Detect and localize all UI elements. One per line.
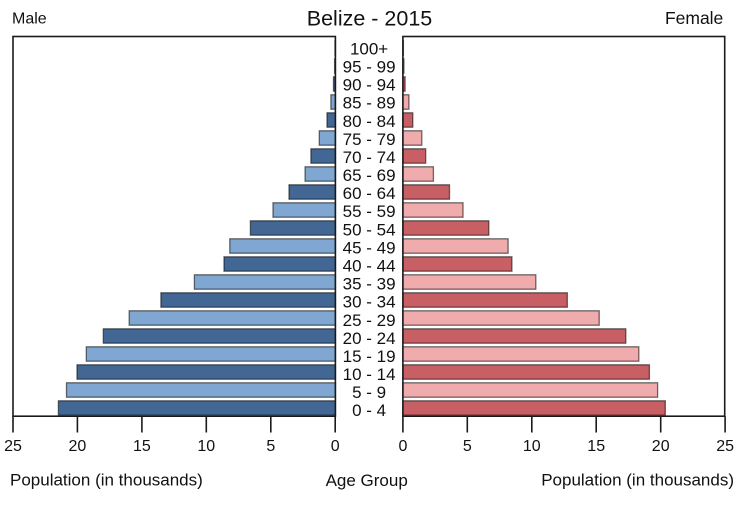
svg-text:30 - 34: 30 - 34 bbox=[343, 293, 396, 312]
svg-text:0 - 4: 0 - 4 bbox=[352, 401, 386, 420]
svg-text:10: 10 bbox=[197, 438, 215, 455]
svg-text:15: 15 bbox=[133, 438, 151, 455]
svg-text:20 - 24: 20 - 24 bbox=[343, 329, 396, 348]
svg-text:25 - 29: 25 - 29 bbox=[343, 311, 396, 330]
svg-text:5 - 9: 5 - 9 bbox=[352, 383, 386, 402]
svg-text:Female: Female bbox=[665, 8, 723, 28]
svg-text:75 - 79: 75 - 79 bbox=[343, 130, 396, 149]
svg-text:85 - 89: 85 - 89 bbox=[343, 94, 396, 113]
svg-text:35 - 39: 35 - 39 bbox=[343, 275, 396, 294]
svg-text:80 - 84: 80 - 84 bbox=[343, 112, 396, 131]
svg-text:25: 25 bbox=[4, 438, 22, 455]
svg-text:5: 5 bbox=[266, 438, 275, 455]
svg-text:55 - 59: 55 - 59 bbox=[343, 202, 396, 221]
svg-text:10 - 14: 10 - 14 bbox=[343, 365, 396, 384]
svg-text:15 - 19: 15 - 19 bbox=[343, 347, 396, 366]
svg-text:5: 5 bbox=[463, 438, 472, 455]
svg-text:Population (in thousands): Population (in thousands) bbox=[10, 471, 203, 490]
svg-text:65 - 69: 65 - 69 bbox=[343, 166, 396, 185]
svg-text:0: 0 bbox=[398, 438, 407, 455]
svg-text:60 - 64: 60 - 64 bbox=[343, 184, 396, 203]
svg-text:Population (in thousands): Population (in thousands) bbox=[541, 471, 734, 490]
svg-text:Male: Male bbox=[12, 11, 47, 28]
svg-text:20: 20 bbox=[652, 438, 670, 455]
svg-text:95 - 99: 95 - 99 bbox=[343, 58, 396, 77]
svg-text:40 - 44: 40 - 44 bbox=[343, 257, 396, 276]
svg-text:20: 20 bbox=[69, 438, 87, 455]
svg-text:15: 15 bbox=[587, 438, 605, 455]
svg-text:Belize - 2015: Belize - 2015 bbox=[307, 7, 433, 31]
svg-text:70 - 74: 70 - 74 bbox=[343, 148, 396, 167]
svg-text:25: 25 bbox=[716, 438, 734, 455]
svg-text:100+: 100+ bbox=[350, 39, 388, 58]
svg-text:0: 0 bbox=[331, 438, 340, 455]
svg-text:45 - 49: 45 - 49 bbox=[343, 238, 396, 257]
svg-text:10: 10 bbox=[523, 438, 541, 455]
svg-text:Age Group: Age Group bbox=[326, 471, 408, 490]
svg-text:50 - 54: 50 - 54 bbox=[343, 220, 396, 239]
svg-text:90 - 94: 90 - 94 bbox=[343, 76, 396, 95]
